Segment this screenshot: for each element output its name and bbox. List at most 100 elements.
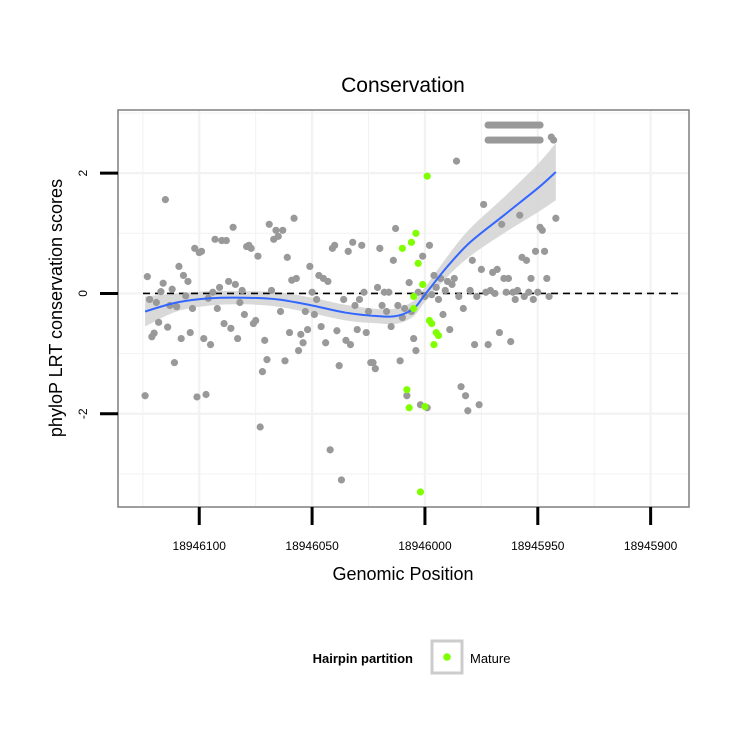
data-point [263,356,271,364]
data-point [513,286,522,295]
data-point [394,301,402,310]
data-point [504,274,513,283]
mature-data-point [407,238,415,246]
data-point [234,334,242,343]
mature-data-point [414,259,422,267]
data-point [457,383,465,391]
data-point [342,336,350,344]
data-point [534,288,542,296]
data-point [179,271,188,280]
data-point [141,392,149,400]
other-points [141,121,560,484]
mature-data-point [430,340,438,349]
data-point [177,334,185,343]
data-point [466,286,474,295]
data-point [209,288,217,296]
mature-points [398,172,443,496]
data-point [324,277,332,286]
data-point [376,244,384,252]
mature-data-point [423,172,431,180]
data-point [258,368,267,376]
data-point [152,298,160,307]
data-point [362,328,370,337]
data-point [543,274,551,283]
data-point [191,244,199,252]
data-point [387,322,395,331]
data-point [536,136,544,144]
data-point [186,328,194,337]
data-point [168,285,176,293]
data-point [529,295,537,304]
data-point [419,252,427,260]
legend-label-mature: Mature [470,651,510,666]
data-point [538,226,546,234]
data-point [254,252,262,260]
data-point [161,196,169,204]
data-point [540,247,549,255]
data-point [545,292,553,301]
data-point [173,303,181,311]
data-point [301,307,309,316]
data-point [236,298,244,307]
data-point [434,295,443,304]
data-point [220,319,228,328]
data-point [143,273,151,281]
data-point [337,476,346,484]
data-point [297,330,305,338]
data-point [276,307,285,316]
data-point [267,286,276,295]
x-axis-title: Genomic Position [332,564,473,584]
data-point [229,223,237,231]
data-point [157,288,165,296]
data-point [507,337,515,346]
data-point [410,334,418,343]
data-point [373,283,382,292]
data-point [498,220,506,228]
mature-data-point [405,404,413,412]
data-point [184,277,192,286]
data-point [279,226,287,234]
data-point [475,401,483,409]
data-point [164,323,172,331]
data-point [371,365,379,373]
mature-data-point [410,292,418,301]
data-point [364,307,373,316]
legend: Hairpin partition Mature [313,639,510,675]
mature-data-point [434,331,443,340]
data-point [511,295,519,304]
data-point [425,241,434,249]
data-point [285,328,294,337]
data-point [193,393,201,401]
data-point [188,304,197,313]
data-point [520,292,528,301]
data-point [313,295,321,304]
data-point [353,325,361,334]
data-point [396,357,404,365]
data-point [378,301,386,310]
mature-data-point [410,304,418,313]
data-point [322,339,330,347]
data-point [331,241,339,249]
data-point [439,310,447,319]
data-point [428,291,436,299]
data-point [493,265,501,274]
data-point [549,136,558,144]
data-point [344,247,352,255]
data-point [335,362,343,370]
data-point [182,292,190,300]
data-point [238,286,246,295]
data-point [340,295,348,304]
mature-data-point [398,244,406,252]
data-point [306,262,314,270]
y-tick-label: 2 [76,170,90,177]
data-point [369,359,377,367]
data-point [346,340,355,349]
legend-title: Hairpin partition [313,651,413,666]
data-point [281,357,289,365]
data-point [473,292,481,301]
x-tick-label: 18945900 [624,539,678,553]
data-point [247,244,255,252]
y-axis: -2 0 2 [76,170,118,419]
data-point [446,325,454,334]
